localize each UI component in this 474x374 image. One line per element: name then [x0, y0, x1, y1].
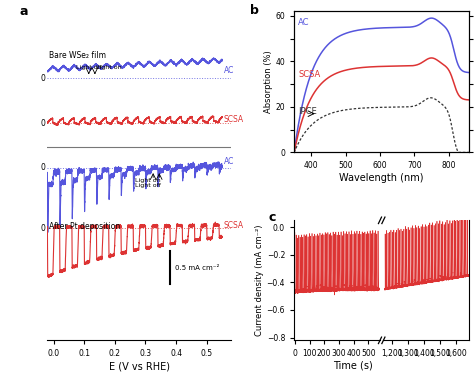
Text: After Pt deposition: After Pt deposition	[49, 222, 120, 231]
Text: SCSA: SCSA	[298, 70, 320, 79]
Text: AC: AC	[224, 66, 234, 75]
X-axis label: E (V vs RHE): E (V vs RHE)	[109, 361, 170, 371]
Text: AC: AC	[224, 157, 234, 166]
Text: Light on: Light on	[135, 178, 160, 184]
Y-axis label: Current density (mA cm⁻²): Current density (mA cm⁻²)	[255, 224, 264, 336]
Text: 0: 0	[41, 119, 46, 128]
Y-axis label: Absorption (%): Absorption (%)	[264, 50, 273, 113]
Text: Bare WSe₂ film: Bare WSe₂ film	[49, 51, 106, 60]
Text: IPCE: IPCE	[298, 107, 317, 116]
X-axis label: Wavelength (nm): Wavelength (nm)	[339, 173, 424, 183]
Text: AC: AC	[298, 18, 310, 27]
Text: Light on: Light on	[96, 65, 121, 70]
Text: 0: 0	[41, 74, 46, 83]
Text: 0.5 mA cm⁻²: 0.5 mA cm⁻²	[174, 264, 219, 270]
Text: Light off: Light off	[75, 65, 101, 70]
Text: SCSA: SCSA	[224, 221, 244, 230]
Text: 0: 0	[41, 224, 46, 233]
Text: b: b	[250, 4, 259, 17]
Text: Time (s): Time (s)	[333, 361, 373, 370]
Text: c: c	[268, 211, 276, 224]
Text: 0: 0	[41, 163, 46, 172]
Text: a: a	[20, 4, 28, 18]
Text: SCSA: SCSA	[224, 115, 244, 124]
Text: Light off: Light off	[135, 183, 161, 188]
